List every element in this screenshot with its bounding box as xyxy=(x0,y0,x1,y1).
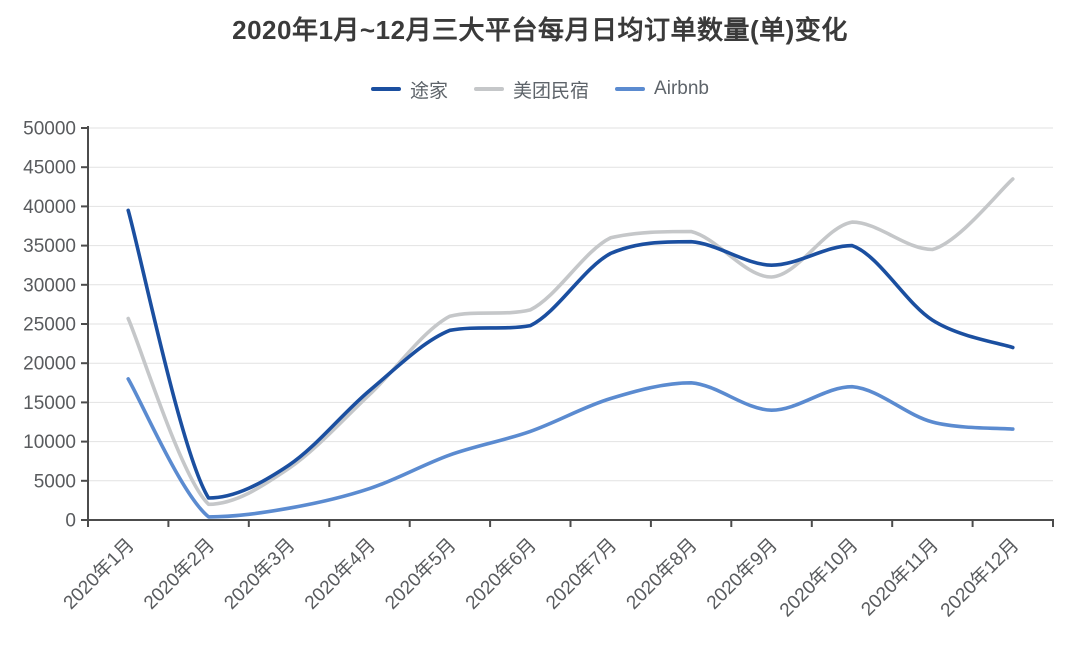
y-tick-label: 50000 xyxy=(23,119,76,140)
y-tick-label: 5000 xyxy=(34,471,76,492)
legend-line-swatch xyxy=(474,87,505,91)
y-tick-label: 35000 xyxy=(23,236,76,257)
y-tick-label: 15000 xyxy=(23,393,76,414)
x-tick-label: 2020年6月 xyxy=(461,534,541,614)
series-line-1 xyxy=(126,208,1015,500)
x-tick-label: 2020年8月 xyxy=(622,534,702,614)
y-tick-label: 40000 xyxy=(23,197,76,218)
x-tick-label: 2020年2月 xyxy=(139,534,219,614)
y-tick-label: 0 xyxy=(65,511,76,532)
legend-item[interactable]: 美团民宿 xyxy=(474,76,589,103)
x-tick-label: 2020年12月 xyxy=(936,534,1023,621)
x-tick-label: 2020年10月 xyxy=(775,534,862,621)
series-line-3 xyxy=(126,377,1015,519)
legend-label: Airbnb xyxy=(654,78,709,99)
x-tick-label: 2020年1月 xyxy=(59,534,139,614)
legend-label: 途家 xyxy=(410,80,449,102)
legend-item[interactable]: 途家 xyxy=(371,76,448,103)
legend-line-swatch xyxy=(371,87,402,91)
legend-label: 美团民宿 xyxy=(513,80,590,102)
x-tick-label: 2020年7月 xyxy=(541,534,621,614)
x-tick-label: 2020年11月 xyxy=(857,534,943,620)
series-line-2 xyxy=(126,177,1015,507)
legend-line-swatch xyxy=(615,87,646,91)
x-tick-label: 2020年3月 xyxy=(220,534,300,614)
y-tick-label: 45000 xyxy=(23,158,76,179)
y-tick-label: 25000 xyxy=(23,315,76,336)
legend-item[interactable]: Airbnb xyxy=(615,78,709,100)
x-tick-label: 2020年5月 xyxy=(381,534,461,614)
chart-title: 2020年1月~12月三大平台每月日均订单数量(单)变化 xyxy=(232,15,848,45)
y-tick-label: 10000 xyxy=(23,432,76,453)
chart-legend: 途家 美团民宿 Airbnb xyxy=(0,76,1080,102)
x-tick-label: 2020年4月 xyxy=(300,534,380,614)
y-tick-label: 20000 xyxy=(23,354,76,375)
x-tick-label: 2020年9月 xyxy=(702,534,782,614)
y-tick-label: 30000 xyxy=(23,275,76,296)
